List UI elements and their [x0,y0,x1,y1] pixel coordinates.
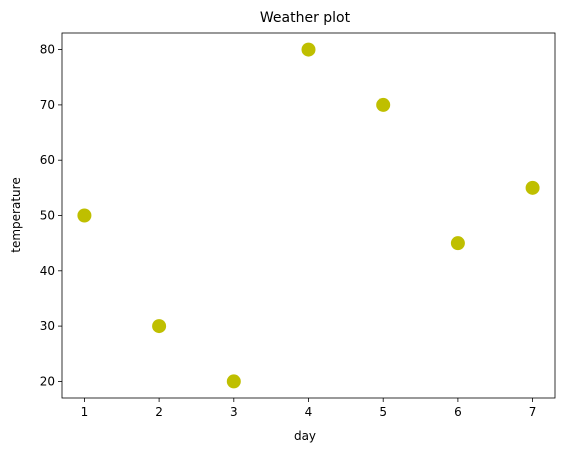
x-tick-label: 4 [305,405,313,419]
y-tick-label: 20 [40,374,55,388]
x-tick-label: 3 [230,405,238,419]
y-tick-label: 50 [40,209,55,223]
data-point [226,374,241,389]
y-tick-label: 80 [40,43,55,57]
y-tick-label: 40 [40,264,55,278]
data-point [77,208,92,223]
data-point [152,319,167,334]
data-point [450,236,465,251]
x-axis-label: day [294,429,316,443]
chart-title: Weather plot [260,10,351,26]
plot-area: 1 2 3 4 5 6 7 20 30 40 50 60 70 80 [40,32,556,419]
data-point [301,42,316,57]
x-tick-label: 2 [155,405,163,419]
x-tick-label: 1 [81,405,89,419]
data-point [376,97,391,112]
data-point [525,180,540,195]
y-tick-label: 70 [40,98,55,112]
y-tick-label: 30 [40,319,55,333]
x-tick-label: 7 [529,405,537,419]
y-tick-label: 60 [40,153,55,167]
y-axis-label: temperature [9,177,23,252]
x-tick-label: 5 [379,405,387,419]
x-tick-label: 6 [454,405,462,419]
